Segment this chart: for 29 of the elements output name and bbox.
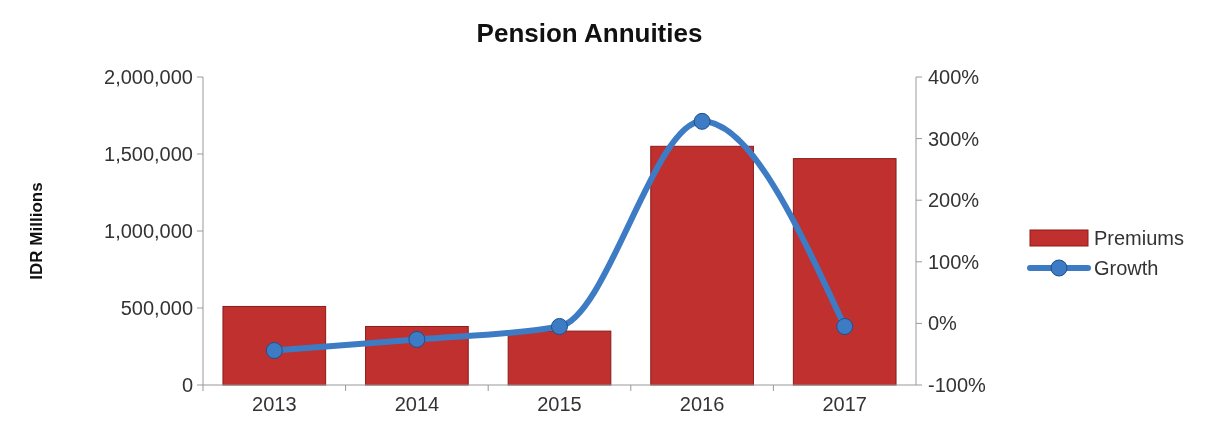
y2-tick-label: 400% — [928, 66, 980, 88]
point — [408, 330, 426, 348]
y-tick-label: 0 — [181, 374, 193, 396]
x-tick-label: 2017 — [822, 393, 867, 415]
legend-label: Growth — [1094, 257, 1159, 279]
y-tick-label: 2,000,000 — [104, 66, 193, 88]
y2-tick-label: 200% — [928, 189, 980, 212]
y-axis-title: IDR Millions — [27, 182, 46, 280]
x-tick-label: 2016 — [679, 393, 725, 415]
y-tick-label: 1,500,000 — [104, 143, 193, 165]
y2-tick-label: 300% — [928, 127, 980, 150]
y-tick-label: 1,000,000 — [104, 220, 193, 242]
y2-tick-label: 0% — [928, 312, 958, 335]
point — [693, 112, 711, 130]
point — [265, 342, 283, 359]
bar — [792, 158, 897, 386]
bar — [650, 145, 754, 386]
legend-label: Premiums — [1094, 227, 1185, 249]
chart-title: Pension Annuities — [476, 18, 703, 48]
point — [551, 317, 568, 335]
y-tick-label: 500,000 — [120, 297, 193, 319]
y2-tick-label: 100% — [928, 250, 980, 273]
y2-tick-label: -100% — [928, 374, 987, 396]
x-tick-label: 2015 — [537, 393, 582, 415]
x-tick-label: 2013 — [252, 393, 297, 415]
bar — [507, 330, 612, 386]
x-tick-label: 2014 — [394, 393, 440, 415]
bar — [222, 305, 327, 386]
point — [836, 317, 854, 335]
